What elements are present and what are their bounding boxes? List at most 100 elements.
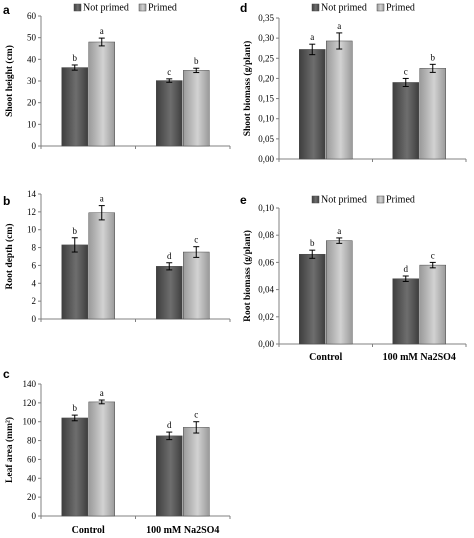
significance-letter-c: c xyxy=(194,410,198,420)
significance-letter-a: a xyxy=(100,26,104,36)
y-tick-label-c: 100 xyxy=(23,417,37,427)
y-tick-label-d: 0,15 xyxy=(258,94,274,104)
legend-swatch-a xyxy=(138,3,147,12)
y-tick-label-b: 4 xyxy=(32,278,37,288)
significance-letter-d: c xyxy=(404,66,408,76)
bar-c-s1-c0 xyxy=(88,401,115,517)
bar-e-s1-c0 xyxy=(326,240,353,345)
y-tick-label-b: 2 xyxy=(32,296,37,306)
y-tick-label-d: 0,25 xyxy=(258,53,274,63)
legend-label-e: Primed xyxy=(386,195,415,206)
bar-c-s1-c1 xyxy=(183,427,210,517)
significance-letter-e: a xyxy=(337,226,341,236)
bar-d-s1-c1 xyxy=(419,68,446,160)
legend-swatch-d xyxy=(376,3,385,12)
significance-letter-d: b xyxy=(431,52,436,62)
y-tick-label-e: 0,02 xyxy=(258,312,274,322)
bar-e-s0-c0 xyxy=(299,253,326,345)
y-tick-label-d: 0,05 xyxy=(258,134,274,144)
y-tick-label-a: 20 xyxy=(27,98,37,108)
legend-swatch-e xyxy=(311,195,320,204)
y-tick-label-b: 14 xyxy=(27,189,37,199)
y-tick-label-e: 0,08 xyxy=(258,230,274,240)
bar-a-s1-c0 xyxy=(88,41,115,147)
y-axis-title-a: Shoot height (cm) xyxy=(4,45,15,117)
y-tick-label-e: 0,00 xyxy=(258,339,274,349)
panel-letter-c: c xyxy=(3,367,10,381)
y-tick-label-d: 0,35 xyxy=(258,13,274,23)
significance-letter-b: c xyxy=(194,235,198,245)
bar-d-s1-c0 xyxy=(326,40,353,160)
y-tick-label-d: 0,10 xyxy=(258,114,274,124)
bar-b-s0-c1 xyxy=(156,266,183,320)
panel-letter-b: b xyxy=(3,194,10,208)
y-tick-label-a: 40 xyxy=(27,54,37,64)
y-tick-label-a: 60 xyxy=(27,11,37,21)
significance-letter-e: d xyxy=(404,264,409,274)
legend-label-e: Not primed xyxy=(321,195,367,206)
category-label-e: 100 mM Na2SO4 xyxy=(383,352,456,363)
y-tick-label-c: 120 xyxy=(23,398,37,408)
significance-letter-a: c xyxy=(167,67,171,77)
significance-letter-b: d xyxy=(167,251,172,261)
legend-swatch-e xyxy=(376,195,385,204)
significance-letter-c: b xyxy=(73,403,78,413)
y-tick-label-a: 30 xyxy=(27,76,37,86)
y-tick-label-a: 50 xyxy=(27,33,37,43)
significance-letter-b: a xyxy=(100,194,104,204)
bar-b-s1-c0 xyxy=(88,212,115,320)
y-tick-label-e: 0,06 xyxy=(258,257,274,267)
y-tick-label-b: 0 xyxy=(32,314,37,324)
legend-label-a: Not primed xyxy=(83,3,129,14)
y-tick-label-c: 20 xyxy=(27,492,37,502)
panel-letter-e: e xyxy=(240,193,247,207)
legend-label-d: Not primed xyxy=(321,3,367,14)
y-tick-label-e: 0,04 xyxy=(258,285,274,295)
bar-d-s0-c1 xyxy=(392,82,419,160)
y-tick-label-c: 0 xyxy=(32,511,37,521)
legend-swatch-d xyxy=(311,3,320,12)
bar-c-s0-c1 xyxy=(156,435,183,517)
y-tick-label-d: 0,00 xyxy=(258,154,274,164)
bar-e-s1-c1 xyxy=(419,264,446,345)
y-tick-label-a: 10 xyxy=(27,119,37,129)
y-axis-title-d: Shoot biomass (g/plant) xyxy=(242,41,253,137)
y-tick-label-b: 8 xyxy=(32,243,37,253)
y-tick-label-b: 12 xyxy=(27,207,36,217)
bar-b-s1-c1 xyxy=(183,251,210,320)
category-label-e: Control xyxy=(309,352,342,363)
y-tick-label-b: 10 xyxy=(27,225,37,235)
legend-label-a: Primed xyxy=(148,3,177,14)
y-tick-label-d: 0,20 xyxy=(258,73,274,83)
y-tick-label-d: 0,30 xyxy=(258,33,274,43)
bar-d-s0-c0 xyxy=(299,49,326,160)
bar-a-s0-c1 xyxy=(156,80,183,147)
bar-a-s1-c1 xyxy=(183,70,210,147)
significance-letter-d: a xyxy=(310,32,314,42)
legend-label-d: Primed xyxy=(386,3,415,14)
y-axis-title-c: Leaf area (mm²) xyxy=(4,417,15,483)
y-tick-label-c: 60 xyxy=(27,454,37,464)
y-tick-label-c: 80 xyxy=(27,436,37,446)
bar-e-s0-c1 xyxy=(392,278,419,345)
panel-letter-a: a xyxy=(3,3,10,17)
significance-letter-e: c xyxy=(431,250,435,260)
y-tick-label-e: 0,10 xyxy=(258,203,274,213)
y-tick-label-c: 140 xyxy=(23,379,37,389)
y-axis-title-b: Root depth (cm) xyxy=(4,224,15,290)
y-axis-title-e: Root biomass (g/plant) xyxy=(242,230,253,322)
bar-a-s0-c0 xyxy=(61,67,88,147)
significance-letter-b: b xyxy=(73,226,78,236)
significance-letter-e: b xyxy=(310,238,315,248)
significance-letter-c: a xyxy=(100,388,104,398)
bar-b-s0-c0 xyxy=(61,244,88,320)
significance-letter-c: d xyxy=(167,420,172,430)
bar-c-s0-c0 xyxy=(61,417,88,517)
y-tick-label-c: 40 xyxy=(27,473,37,483)
category-label-c: Control xyxy=(72,525,105,536)
category-label-c: 100 mM Na2SO4 xyxy=(146,525,219,536)
legend-swatch-a xyxy=(73,3,82,12)
significance-letter-d: a xyxy=(337,21,341,31)
y-tick-label-a: 0 xyxy=(32,141,37,151)
significance-letter-a: b xyxy=(73,53,78,63)
